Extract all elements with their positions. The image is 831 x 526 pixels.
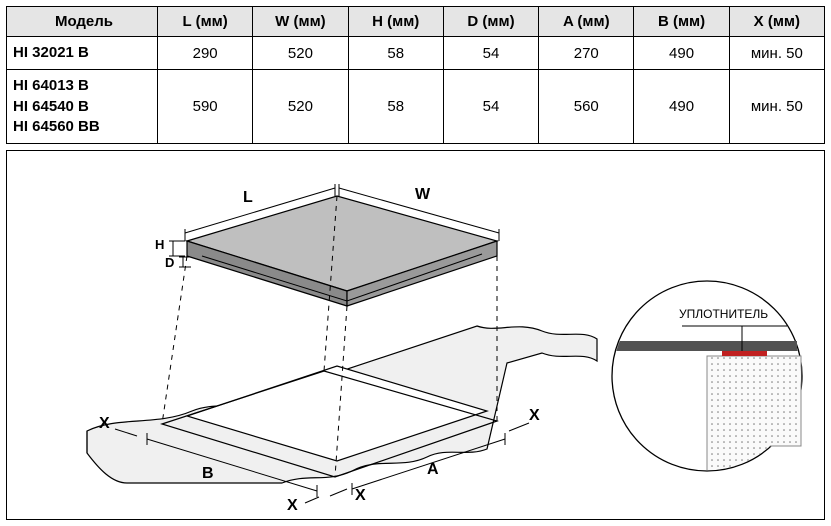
label-W: W <box>415 186 430 204</box>
col-model: Модель <box>7 7 158 37</box>
diagram-svg <box>7 151 826 519</box>
cell-model: HI 64013 B HI 64540 B HI 64560 BB <box>7 70 158 144</box>
col-H: H (мм) <box>348 7 443 37</box>
cell-L: 590 <box>158 70 253 144</box>
cell-X: мин. 50 <box>729 70 824 144</box>
installation-diagram: L W H D A B X X X X УПЛОТНИТЕЛЬ <box>6 150 825 520</box>
label-seal: УПЛОТНИТЕЛЬ <box>679 307 768 321</box>
dim-D <box>179 257 191 267</box>
cell-D: 54 <box>443 37 538 70</box>
dimensions-table: Модель L (мм) W (мм) H (мм) D (мм) A (мм… <box>6 6 825 144</box>
label-X3: X <box>355 487 366 505</box>
col-W: W (мм) <box>253 7 348 37</box>
cell-W: 520 <box>253 70 348 144</box>
cell-H: 58 <box>348 70 443 144</box>
cell-X: мин. 50 <box>729 37 824 70</box>
cell-A: 560 <box>539 70 634 144</box>
label-D: D <box>165 255 174 270</box>
col-A: A (мм) <box>539 7 634 37</box>
label-L: L <box>243 189 253 207</box>
label-X4: X <box>529 407 540 425</box>
dim-H <box>169 241 185 256</box>
label-B: B <box>202 465 214 483</box>
col-X: X (мм) <box>729 7 824 37</box>
cell-A: 270 <box>539 37 634 70</box>
worktop <box>87 326 597 483</box>
label-A: A <box>427 461 439 479</box>
col-B: B (мм) <box>634 7 729 37</box>
label-H: H <box>155 237 164 252</box>
cell-B: 490 <box>634 37 729 70</box>
cell-D: 54 <box>443 70 538 144</box>
cell-B: 490 <box>634 70 729 144</box>
table-row: HI 64013 B HI 64540 B HI 64560 BB 590 52… <box>7 70 825 144</box>
label-X1: X <box>99 415 110 433</box>
hob-panel <box>187 196 497 306</box>
cell-model: HI 32021 B <box>7 37 158 70</box>
col-D: D (мм) <box>443 7 538 37</box>
cell-W: 520 <box>253 37 348 70</box>
cell-H: 58 <box>348 37 443 70</box>
col-L: L (мм) <box>158 7 253 37</box>
cell-L: 290 <box>158 37 253 70</box>
label-X2: X <box>287 497 298 515</box>
table-row: HI 32021 B 290 520 58 54 270 490 мин. 50 <box>7 37 825 70</box>
